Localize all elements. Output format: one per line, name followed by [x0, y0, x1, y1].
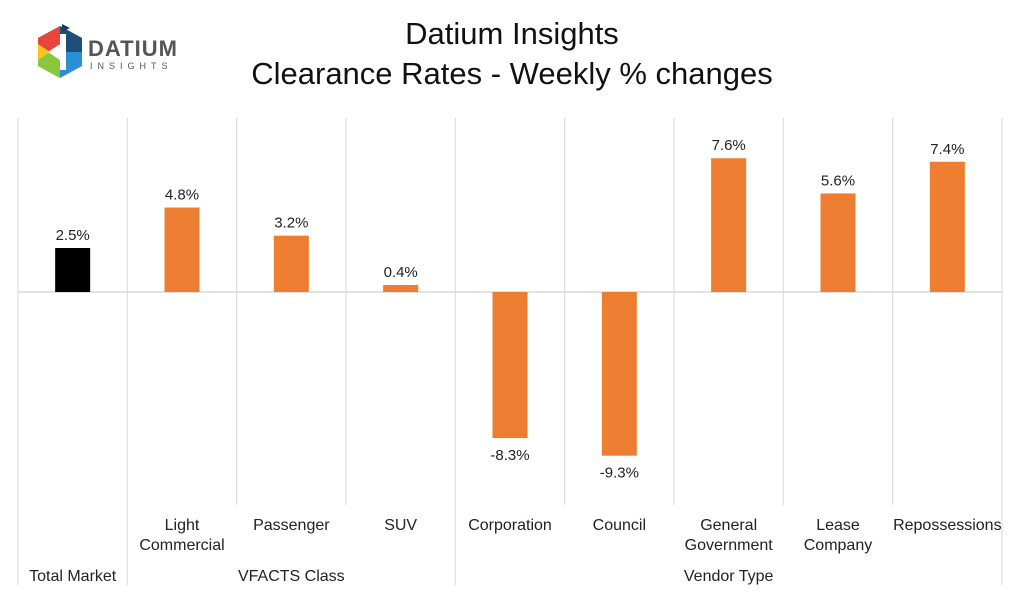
- category-label: General: [700, 517, 757, 534]
- data-label: 0.4%: [384, 264, 418, 281]
- chart-title: Datium Insights: [405, 16, 619, 51]
- data-label: 4.8%: [165, 187, 199, 204]
- data-label: 5.6%: [821, 172, 855, 189]
- bar-general-government: [711, 158, 747, 292]
- category-label: Council: [593, 517, 646, 534]
- category-label: Company: [804, 537, 872, 554]
- bar-total-market: [55, 248, 91, 292]
- category-label: Lease: [816, 517, 860, 534]
- bar-repossessions: [929, 161, 965, 292]
- logo-name: DATIUM: [88, 36, 178, 61]
- category-label: Repossessions: [893, 517, 1002, 534]
- data-label: 7.4%: [930, 141, 964, 158]
- group-label: VFACTS Class: [238, 568, 345, 585]
- data-label: -9.3%: [600, 465, 639, 482]
- group-label: Vendor Type: [684, 568, 774, 585]
- category-label: SUV: [384, 517, 417, 534]
- bar-corporation: [492, 292, 528, 439]
- category-label: Government: [685, 537, 774, 554]
- category-label: Passenger: [253, 517, 330, 534]
- data-label: 3.2%: [274, 215, 308, 232]
- category-label: Light: [165, 517, 200, 534]
- bar-passenger: [273, 235, 309, 292]
- logo-sub: INSIGHTS: [90, 61, 173, 71]
- category-label: Total Market: [29, 568, 117, 585]
- bar-lease-company: [820, 193, 856, 292]
- datium-logo: [36, 24, 84, 85]
- bar-council: [601, 292, 637, 456]
- bar-light-commercial: [164, 207, 200, 292]
- data-label: 7.6%: [712, 137, 746, 154]
- data-label: 2.5%: [56, 227, 90, 244]
- data-label: -8.3%: [490, 447, 529, 464]
- category-label: Corporation: [468, 517, 552, 534]
- category-label: Commercial: [139, 537, 224, 554]
- chart-subtitle: Clearance Rates - Weekly % changes: [251, 56, 773, 91]
- bar-suv: [383, 284, 419, 292]
